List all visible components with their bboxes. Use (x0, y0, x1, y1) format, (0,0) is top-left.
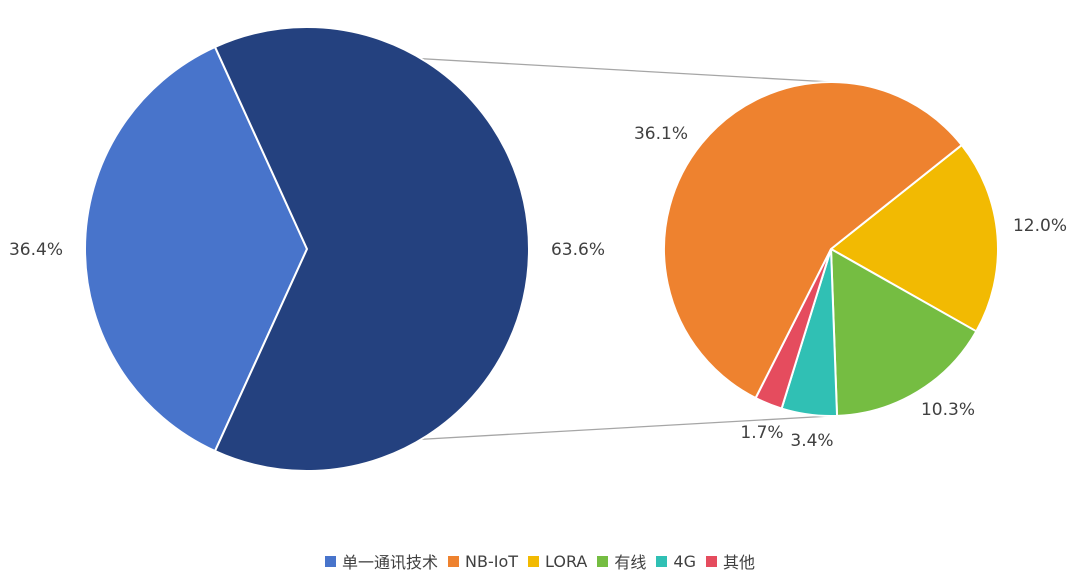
legend-swatch (597, 555, 609, 567)
legend-item: 有线 (597, 549, 646, 573)
data-labels: 36.4% 63.6% 36.1% 12.0% 10.3% 3.4% 1.7% (9, 124, 1067, 451)
legend-swatch (656, 555, 668, 567)
main-pie-slice-other (214, 26, 530, 472)
secondary-pie-label-other: 1.7% (740, 423, 783, 443)
main-pie-label-other: 63.6% (551, 240, 605, 260)
legend: 单一通讯技术 NB-IoT LORA 有线 4G 其他 (0, 549, 1080, 573)
legend-swatch (705, 555, 717, 567)
legend-label: 其他 (722, 553, 755, 572)
secondary-pie (663, 81, 999, 417)
secondary-pie-slice-lora (830, 144, 999, 333)
secondary-pie-label-lora: 12.0% (1013, 216, 1067, 236)
secondary-pie-slice-nb-iot (663, 81, 963, 400)
legend-label: 有线 (614, 553, 647, 572)
secondary-pie-label-wired: 10.3% (921, 400, 975, 420)
legend-swatch (325, 555, 336, 567)
legend-item: 4G (656, 552, 696, 571)
main-pie (84, 26, 530, 472)
secondary-pie-label-nb-iot: 36.1% (634, 124, 688, 144)
legend-swatch (528, 555, 540, 567)
legend-label: LORA (545, 551, 588, 571)
legend-label: 单一通讯技术 (342, 553, 439, 572)
legend-swatch (448, 555, 460, 567)
main-pie-label-single-tech: 36.4% (9, 240, 63, 260)
legend-item: 单一通讯技术 (325, 549, 438, 573)
legend-label: NB-IoT (465, 551, 519, 571)
legend-item: LORA (528, 552, 587, 571)
main-pie-slice-single-tech (84, 45, 308, 453)
legend-label: 4G (673, 551, 696, 571)
secondary-pie-slice-wired (830, 248, 978, 417)
legend-item: NB-IoT (448, 552, 518, 571)
secondary-pie-label-4g: 3.4% (790, 431, 833, 451)
legend-item: 其他 (705, 549, 755, 573)
